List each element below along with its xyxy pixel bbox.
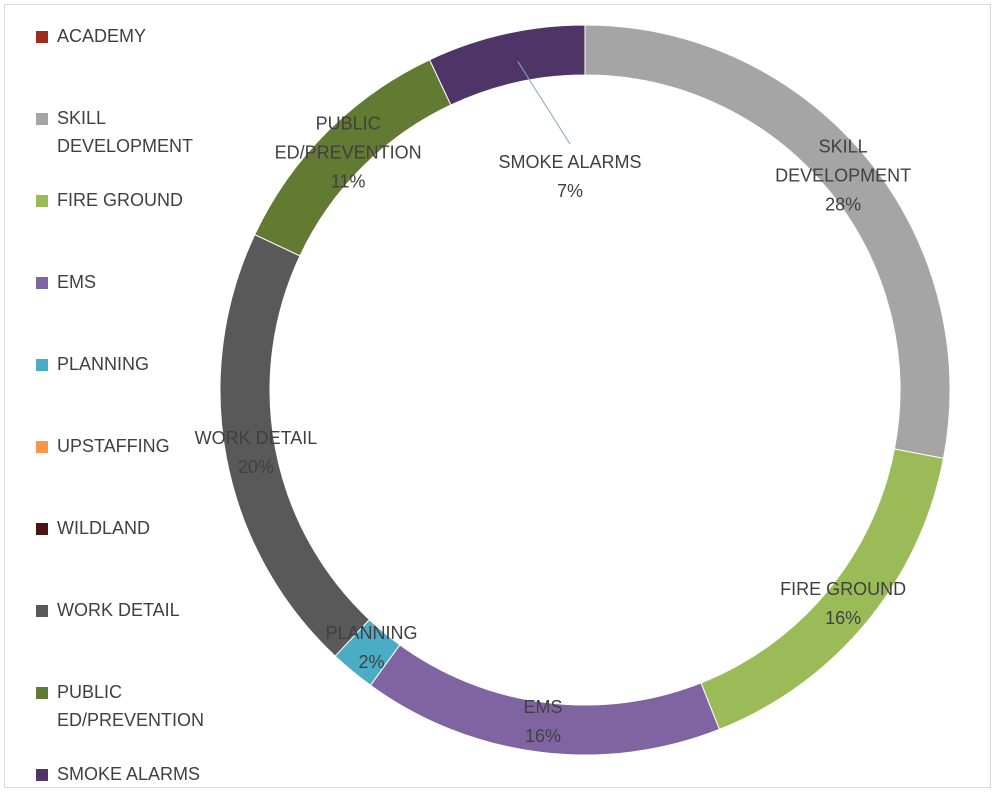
legend-swatch	[36, 605, 48, 617]
legend-swatch	[36, 113, 48, 125]
data-label: EMS 16%	[458, 693, 628, 751]
legend-label: UPSTAFFING	[57, 436, 170, 456]
data-label: SKILL DEVELOPMENT 28%	[758, 133, 928, 220]
legend-swatch	[36, 359, 48, 371]
legend-item: PLANNING	[36, 350, 211, 378]
legend-label: ACADEMY	[57, 26, 147, 46]
legend-item: WORK DETAIL	[36, 596, 211, 624]
legend-label: WORK DETAIL	[57, 600, 180, 620]
legend-item: WILDLAND	[36, 514, 211, 542]
donut-slice	[428, 24, 586, 106]
legend-swatch	[36, 277, 48, 289]
legend-label: PUBLIC ED/PREVENTION	[57, 682, 205, 730]
legend-item: ACADEMY	[36, 22, 211, 50]
legend-label: FIRE GROUND	[57, 190, 183, 210]
data-label-name: SKILL DEVELOPMENT	[775, 136, 912, 186]
data-label-value: 16%	[825, 607, 862, 628]
legend-item: FIRE GROUND	[36, 186, 211, 214]
legend-item: UPSTAFFING	[36, 432, 211, 460]
data-label-name: PUBLIC ED/PREVENTION	[274, 113, 422, 163]
data-label-value: 28%	[825, 194, 862, 215]
data-label-name: SMOKE ALARMS	[498, 152, 642, 172]
legend-swatch	[36, 523, 48, 535]
legend-label: SMOKE ALARMS	[57, 764, 201, 784]
chart-frame	[4, 4, 991, 788]
data-label-value: 7%	[556, 181, 583, 201]
legend-swatch	[36, 31, 48, 43]
data-label-value: 20%	[237, 456, 274, 477]
data-label-name: EMS	[523, 697, 563, 718]
data-label-value: 2%	[358, 652, 385, 673]
data-label: SMOKE ALARMS 7%	[485, 148, 655, 206]
legend-swatch	[36, 769, 48, 781]
data-label: PUBLIC ED/PREVENTION 11%	[263, 110, 433, 197]
leader-line	[517, 61, 571, 145]
legend-label: WILDLAND	[57, 518, 151, 538]
data-label-name: PLANNING	[325, 623, 418, 644]
donut-slice	[584, 24, 951, 459]
data-label: PLANNING 2%	[286, 619, 456, 677]
legend-swatch	[36, 687, 48, 699]
data-label-name: WORK DETAIL	[194, 427, 318, 448]
data-label: WORK DETAIL 20%	[171, 424, 341, 482]
data-label: FIRE GROUND 16%	[758, 575, 928, 633]
legend-label: EMS	[57, 272, 97, 292]
legend-swatch	[36, 195, 48, 207]
legend-item: PUBLIC ED/PREVENTION	[36, 678, 211, 734]
legend-label: PLANNING	[57, 354, 150, 374]
legend-item: EMS	[36, 268, 211, 296]
legend-item: SMOKE ALARMS	[36, 760, 211, 788]
data-label-value: 16%	[524, 726, 562, 747]
legend-label: SKILL DEVELOPMENT	[57, 108, 194, 156]
legend-item: SKILL DEVELOPMENT	[36, 104, 211, 160]
data-label-value: 11%	[330, 171, 366, 192]
legend-swatch	[36, 441, 48, 453]
data-label-name: FIRE GROUND	[780, 578, 907, 599]
